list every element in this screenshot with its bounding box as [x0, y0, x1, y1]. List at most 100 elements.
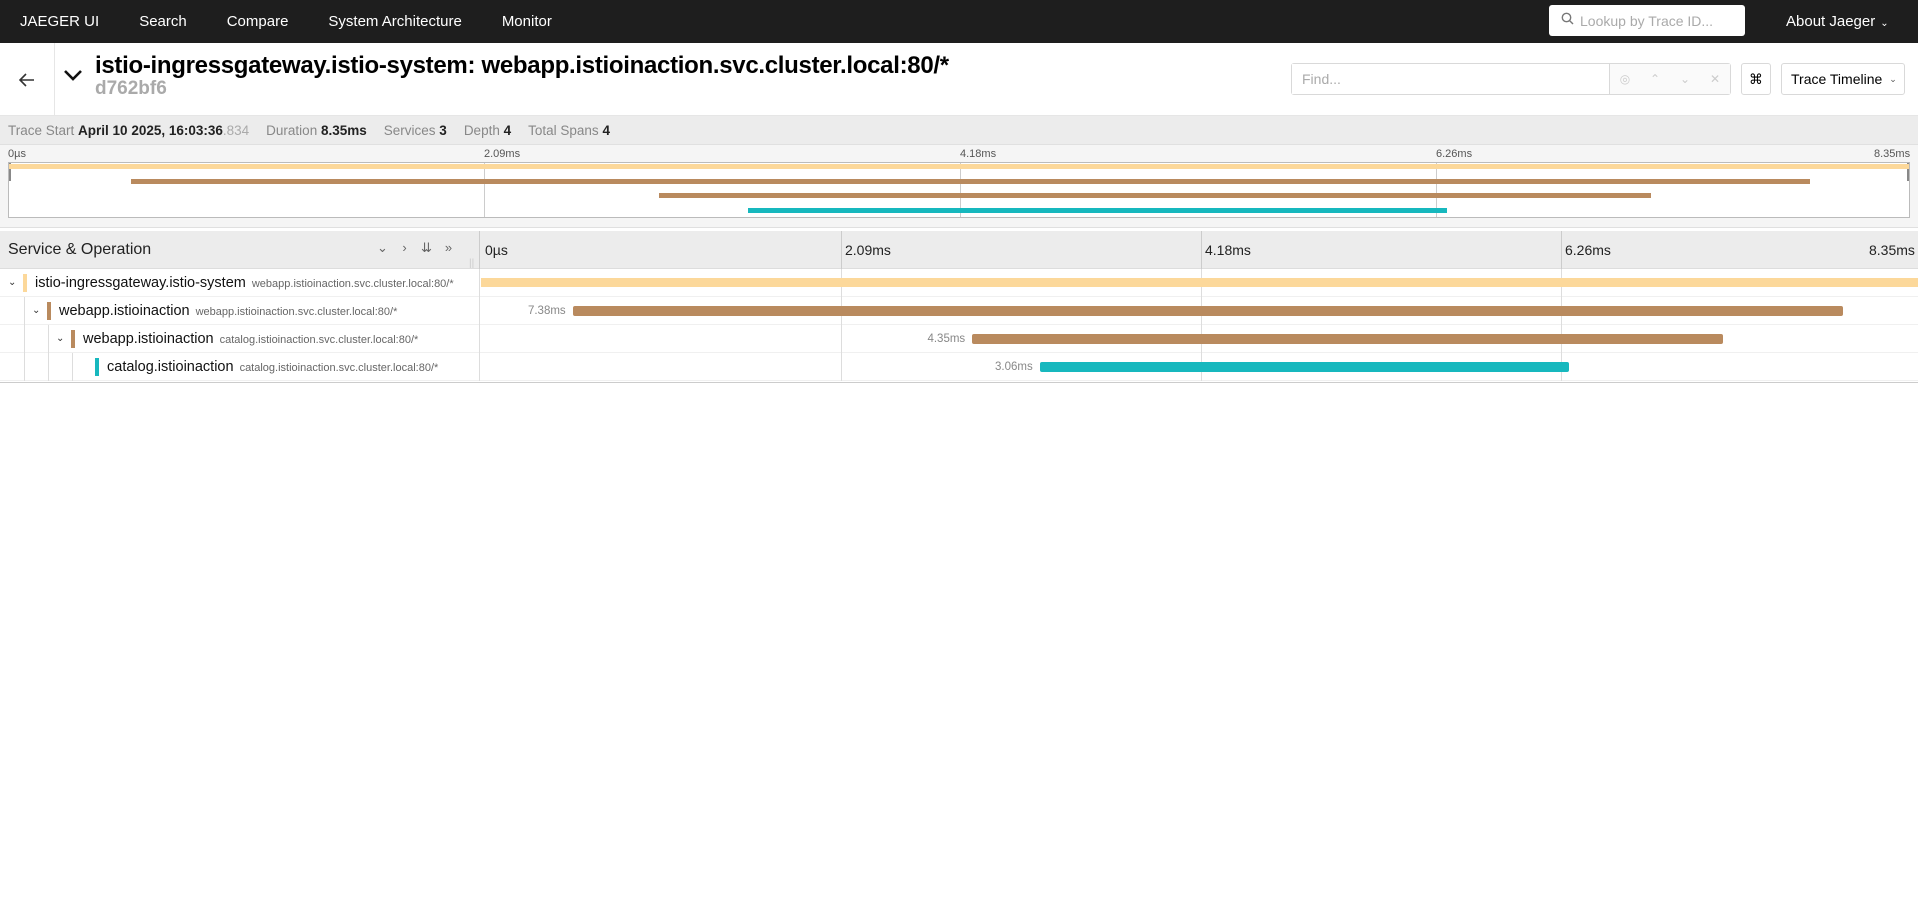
service-color-bar	[71, 330, 75, 348]
span-timeline-cell[interactable]: 4.35ms	[481, 325, 1918, 353]
minimap-span-bar	[658, 193, 1651, 198]
minimap-tick: 4.18ms	[960, 148, 997, 160]
service-name: webapp.istioinaction webapp.istioinaction…	[59, 303, 397, 319]
trace-id-input[interactable]	[1580, 12, 1740, 29]
minimap-canvas[interactable]	[8, 162, 1910, 218]
view-label: Trace Timeline	[1791, 71, 1883, 87]
span-row[interactable]: ⌄ webapp.istioinaction catalog.istioinacti…	[0, 325, 1918, 353]
trace-header: istio-ingressgateway.istio-system: webap…	[0, 43, 1918, 116]
find-input[interactable]	[1292, 64, 1610, 94]
service-label: istio-ingressgateway.istio-system	[35, 275, 246, 291]
expand-all-icon[interactable]: »	[444, 240, 453, 255]
top-nav: JAEGER UI Search Compare System Architec…	[0, 0, 1918, 43]
timeline-header: Service & Operation ⌄ › ⇊ » 0µs 2.09ms 4…	[0, 231, 1918, 269]
minimap-right-handle[interactable]	[1907, 163, 1909, 181]
minimap-left-handle[interactable]	[9, 163, 11, 181]
minimap-gridline	[484, 163, 485, 217]
trace-minimap[interactable]: 0µs 2.09ms 4.18ms 6.26ms 8.35ms	[0, 145, 1918, 228]
span-bar[interactable]	[972, 334, 1723, 344]
span-row[interactable]: catalog.istioinaction catalog.istioinacti…	[0, 353, 1918, 381]
timeline-tick: 2.09ms	[845, 242, 891, 258]
minimap-span-bar	[9, 164, 1909, 169]
minimap-tick: 2.09ms	[484, 148, 521, 160]
about-jaeger-menu[interactable]: About Jaeger ⌄	[1786, 0, 1889, 45]
collapse-one-icon[interactable]: ⌄	[377, 240, 388, 255]
span-name-cell[interactable]: ⌄ webapp.istioinaction webapp.istioinactio…	[0, 297, 480, 325]
duration-value: 8.35ms	[320, 122, 367, 138]
span-row[interactable]: ⌄ istio-ingressgateway.istio-system webapp…	[0, 269, 1918, 297]
chevron-up-icon[interactable]: ⌃	[1649, 72, 1661, 86]
nav-compare[interactable]: Compare	[226, 13, 289, 30]
span-timeline-cell[interactable]: 3.06ms	[481, 353, 1918, 381]
command-icon: ⌘	[1749, 70, 1763, 87]
column-resizer[interactable]: ||	[469, 258, 475, 269]
jaeger-logo[interactable]: JAEGER UI	[20, 13, 100, 30]
collapse-header-toggle[interactable]	[63, 69, 83, 87]
service-color-bar	[23, 274, 27, 292]
total-spans-label: Total Spans	[528, 122, 599, 138]
chevron-down-icon	[64, 70, 82, 81]
span-bar[interactable]	[572, 306, 1844, 316]
find-controls: ◎ ⌃ ⌄ ✕	[1610, 64, 1730, 94]
trace-id: d762bf6	[95, 78, 167, 99]
chevron-down-icon[interactable]: ⌄	[1679, 72, 1691, 86]
service-operation-header: Service & Operation ⌄ › ⇊ »	[0, 231, 480, 269]
services-label: Services	[383, 122, 436, 138]
minimap-span-bar	[748, 207, 1448, 213]
span-timeline-cell[interactable]	[481, 269, 1918, 297]
span-bar[interactable]	[481, 278, 1918, 287]
trace-title-block: istio-ingressgateway.istio-system: webap…	[95, 52, 949, 100]
close-icon[interactable]: ✕	[1709, 72, 1721, 86]
span-name-cell[interactable]: ⌄ istio-ingressgateway.istio-system webapp…	[0, 269, 480, 297]
services: Services 3	[384, 123, 447, 138]
tree-guide	[72, 353, 73, 381]
chevron-down-icon[interactable]: ⌄	[56, 333, 65, 344]
chevron-down-icon[interactable]: ⌄	[32, 305, 41, 316]
trace-start-label: Trace Start	[8, 122, 75, 138]
service-name: catalog.istioinaction catalog.istioinacti…	[107, 359, 438, 375]
span-row[interactable]: ⌄ webapp.istioinaction webapp.istioinactio…	[0, 297, 1918, 325]
nav-monitor[interactable]: Monitor	[501, 13, 552, 30]
span-duration-label: 7.38ms	[527, 305, 566, 317]
duration-label: Duration	[266, 122, 318, 138]
locate-icon[interactable]: ◎	[1619, 72, 1631, 86]
timeline-gridline	[841, 231, 842, 269]
minimap-tick: 0µs	[8, 148, 26, 160]
tree-controls: ⌄ › ⇊ »	[375, 240, 456, 256]
timeline-gridline	[841, 325, 842, 353]
span-bar[interactable]	[1039, 362, 1569, 372]
span-name-cell[interactable]: catalog.istioinaction catalog.istioinacti…	[0, 353, 480, 381]
operation-label: catalog.istioinaction.svc.cluster.local:…	[219, 334, 419, 346]
trace-start-value: April 10 2025, 16:03:36	[78, 122, 223, 138]
tree-guide	[24, 297, 25, 325]
span-name-cell[interactable]: ⌄ webapp.istioinaction catalog.istioinacti…	[0, 325, 480, 353]
service-name: webapp.istioinaction catalog.istioinactio…	[83, 331, 418, 347]
back-button[interactable]	[0, 43, 55, 116]
minimap-tick: 6.26ms	[1436, 148, 1473, 160]
total-spans-value: 4	[602, 122, 610, 138]
collapse-all-icon[interactable]: ⇊	[421, 240, 432, 255]
timeline-tick: 4.18ms	[1205, 242, 1251, 258]
expand-one-icon[interactable]: ›	[402, 240, 407, 255]
trace-title: istio-ingressgateway.istio-system: webap…	[95, 52, 949, 79]
about-label: About Jaeger	[1786, 13, 1876, 30]
chevron-down-icon: ⌄	[1880, 18, 1889, 29]
depth: Depth 4	[464, 123, 511, 138]
search-icon	[1561, 12, 1574, 30]
nav-search[interactable]: Search	[139, 13, 187, 30]
trace-summary: Trace Start April 10 2025, 16:03:36.834 …	[0, 116, 1918, 145]
service-name: istio-ingressgateway.istio-system webapp.…	[35, 275, 454, 291]
span-duration-label: 4.35ms	[927, 333, 966, 345]
timeline-gridline	[1561, 231, 1562, 269]
chevron-down-icon[interactable]: ⌄	[8, 277, 17, 288]
timeline-tick: 0µs	[485, 242, 508, 258]
nav-system-architecture[interactable]: System Architecture	[328, 13, 462, 30]
tree-guide	[24, 353, 25, 381]
keyboard-shortcuts-button[interactable]: ⌘	[1741, 63, 1771, 95]
service-operation-title: Service & Operation	[8, 241, 152, 258]
minimap-gridline	[1436, 163, 1437, 217]
trace-id-lookup[interactable]	[1549, 5, 1745, 36]
trace-view-select[interactable]: Trace Timeline ⌄	[1781, 63, 1905, 95]
span-timeline-cell[interactable]: 7.38ms	[481, 297, 1918, 325]
arrow-left-icon	[19, 72, 34, 87]
